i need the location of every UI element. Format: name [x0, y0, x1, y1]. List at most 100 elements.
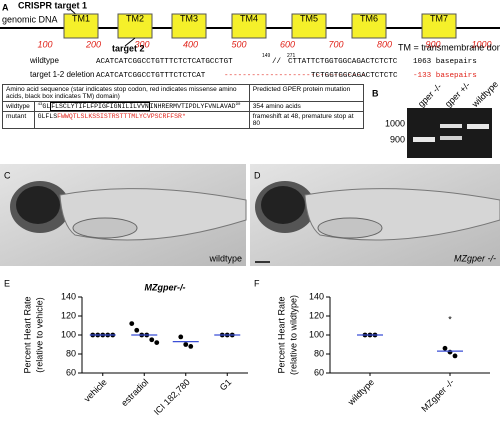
- panel-label: D: [254, 170, 261, 180]
- aa-sequence: GLFLSFWWQTLSLKSSISTRSTTTMLYCVPSCRFFSR*: [33, 111, 250, 130]
- gel-band: [467, 124, 489, 129]
- panel-label: C: [4, 170, 11, 180]
- position-label: 900: [425, 39, 440, 49]
- target2-label: target 2: [112, 43, 145, 53]
- position-label: 700: [328, 39, 343, 49]
- larva-image: [250, 164, 500, 266]
- seq-pos: 271: [287, 53, 296, 59]
- seq-pos: 149: [262, 53, 271, 59]
- y-tick-label: 120: [61, 310, 76, 320]
- data-point: [183, 342, 189, 347]
- panel-label: E: [4, 278, 10, 288]
- y-axis-label: (relative to wildtype): [288, 295, 298, 375]
- aa-sequence: 43GLFLSCLYTIFLFPIGFIGNILILVVNINHRERMVTIP…: [33, 100, 250, 113]
- gel-marker: 900: [390, 134, 405, 144]
- gel-band: [440, 124, 462, 128]
- seq: CTTATTCTGGTGGCAGACTCTCTC: [288, 58, 398, 66]
- tm-label: TM1: [72, 13, 90, 23]
- aa: GLFLS: [37, 113, 58, 121]
- tm-label: TM4: [240, 13, 258, 23]
- data-point: [452, 353, 458, 359]
- row-label: wildtype: [2, 100, 35, 113]
- x-tick-label: MZgper -/-: [419, 377, 456, 414]
- data-point: [442, 345, 448, 351]
- larva-image: [0, 164, 247, 266]
- protein: frameshift at 48, premature stop at 80: [248, 111, 365, 130]
- gel-band: [440, 136, 462, 140]
- y-tick-label: 60: [66, 367, 76, 377]
- y-tick-label: 100: [309, 329, 324, 339]
- data-point: [129, 321, 135, 326]
- seq: ACATCATCGGCCTGTTTCTCTCAT: [96, 72, 206, 80]
- tm-domain: [351, 13, 387, 39]
- y-axis-label: Percent Heart Rate: [276, 296, 286, 373]
- gel-lane: gper -/-: [416, 82, 444, 110]
- position-label: 800: [377, 39, 392, 49]
- aa: INHRERMVTIPDLYFVNLAVAD: [149, 103, 236, 111]
- data-point: [447, 349, 453, 355]
- chart-title: MZgper-/-: [145, 282, 186, 292]
- tm-label: TM6: [360, 13, 378, 23]
- gel-lane: gper +/-: [443, 80, 472, 109]
- position-label: 200: [85, 39, 101, 49]
- position-label: 600: [280, 39, 295, 49]
- seq-name: wildtype: [29, 56, 59, 65]
- y-tick-label: 80: [314, 348, 324, 358]
- data-point: [149, 337, 155, 343]
- tm-label: TM3: [180, 13, 198, 23]
- tm-domain: [117, 13, 153, 39]
- row-label: mutant: [2, 111, 35, 130]
- y-tick-label: 120: [309, 310, 324, 320]
- data-point: [188, 344, 194, 349]
- position-label: 400: [183, 39, 198, 49]
- seq-length: 1063 basepairs: [413, 58, 477, 66]
- tm-domain: [171, 13, 207, 39]
- y-tick-label: 140: [309, 291, 324, 301]
- y-axis-label: (relative to vehicle): [34, 297, 44, 373]
- seq: TCTGGTGGCAGACTCTCTC: [311, 72, 398, 80]
- tm-domain: [63, 13, 99, 39]
- tm-domain: [291, 13, 327, 39]
- data-point: [154, 340, 160, 345]
- x-tick-label: vehicle: [82, 377, 109, 404]
- aa-pos: 90: [235, 103, 241, 107]
- seq: ACATCATCGGCCTGTTTCTCTCATGCCTGT: [96, 58, 233, 66]
- image-label: MZgper -/-: [454, 253, 496, 263]
- y-tick-label: 100: [61, 329, 76, 339]
- sequence-del: target 1-2 deletion ACATCATCGGCCTGTTTCTC…: [30, 69, 477, 80]
- sequence-wt: wildtype ACATCATCGGCCTGTTTCTCTCATGCCTGT …: [29, 50, 477, 66]
- aa-pos: 43: [37, 103, 43, 107]
- gel: [407, 108, 492, 158]
- protein: 354 amino acids: [248, 100, 365, 113]
- x-tick-label: G1: [218, 377, 234, 393]
- image-label: wildtype: [208, 253, 242, 263]
- y-axis-label: Percent Heart Rate: [22, 296, 32, 373]
- tm-domain: [421, 13, 457, 39]
- aa-tm: FLSCLYTIFLFPIGFIGNILILVVN: [50, 102, 150, 112]
- data-point: [134, 327, 140, 333]
- mutation-table: Amino acid sequence (star indicates stop…: [2, 84, 365, 130]
- data-point: [178, 334, 184, 340]
- y-tick-label: 80: [66, 348, 76, 358]
- seq-name: target 1-2 deletion: [30, 70, 95, 79]
- seq-deletion: -------------------------------: [224, 72, 365, 80]
- position-label: 1000: [471, 39, 491, 49]
- seq-gap: //: [272, 58, 282, 66]
- seq-length: -133 basepairs: [413, 72, 477, 80]
- panel-label: F: [254, 278, 260, 288]
- y-tick-label: 140: [61, 291, 76, 301]
- tm-label: TM2: [126, 13, 144, 23]
- panel-label: A: [2, 2, 9, 12]
- x-tick-label: estradiol: [119, 377, 150, 408]
- tm-label: TM5: [300, 13, 318, 23]
- gel-band: [413, 137, 435, 142]
- x-tick-label: ICI 182,780: [152, 377, 192, 417]
- position-label: 100: [37, 39, 52, 49]
- table-header: Predicted GPER protein mutation: [248, 84, 365, 102]
- gel-lane: wildtype: [469, 79, 500, 110]
- position-label: 500: [231, 39, 246, 49]
- panel-label: B: [372, 88, 379, 98]
- annotation: *: [448, 314, 452, 324]
